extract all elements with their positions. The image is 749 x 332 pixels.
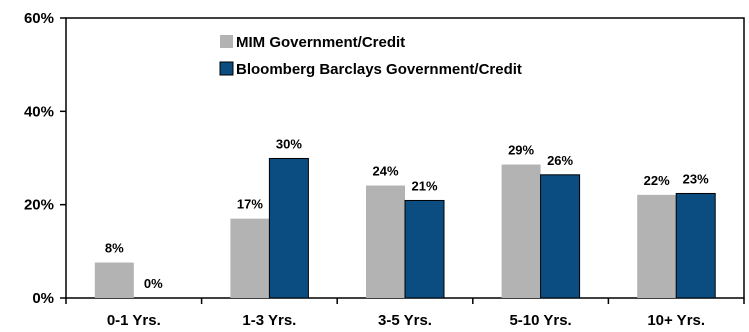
data-label: 0% [144, 276, 163, 291]
bars [94, 157, 716, 299]
bar-mim [230, 218, 270, 298]
data-label: 8% [105, 241, 124, 256]
legend-label: Bloomberg Barclays Government/Credit [236, 61, 522, 78]
y-tick-label: 20% [24, 197, 54, 214]
y-tick-label: 0% [32, 290, 54, 307]
data-labels: 8% 17% 24% 29% 22% 0% 30% 21% 26% 23% [105, 136, 709, 291]
x-category-label: 10+ Yrs. [647, 312, 705, 327]
bar-mim [637, 194, 677, 298]
bar-bloomberg-barclays [404, 199, 445, 299]
y-tick-label: 40% [24, 103, 54, 120]
data-label: 17% [237, 197, 263, 212]
data-label: 22% [644, 173, 670, 188]
bar-mim [94, 262, 134, 298]
x-category-label: 5-10 Yrs. [509, 312, 571, 327]
bar-mim [366, 185, 405, 298]
y-tick-label: 60% [24, 10, 54, 27]
data-label: 29% [508, 143, 534, 158]
x-category-label: 3-5 Yrs. [378, 312, 432, 327]
x-category-label: 1-3 Yrs. [242, 312, 296, 327]
bar-bloomberg-barclays [540, 174, 581, 299]
legend: MIM Government/Credit Bloomberg Barclays … [219, 34, 522, 78]
data-label: 26% [547, 153, 573, 168]
bar-bloomberg-barclays [268, 157, 309, 299]
bar-bloomberg-barclays [675, 192, 716, 299]
legend-swatch [220, 35, 233, 48]
data-label: 23% [683, 171, 709, 186]
legend-label: MIM Government/Credit [236, 34, 405, 51]
data-label: 24% [372, 164, 398, 179]
legend-swatch [219, 61, 234, 76]
data-label: 21% [411, 178, 437, 193]
data-label: 30% [276, 136, 302, 151]
bar-mim [501, 164, 541, 298]
x-category-label: 0-1 Yrs. [107, 312, 161, 327]
